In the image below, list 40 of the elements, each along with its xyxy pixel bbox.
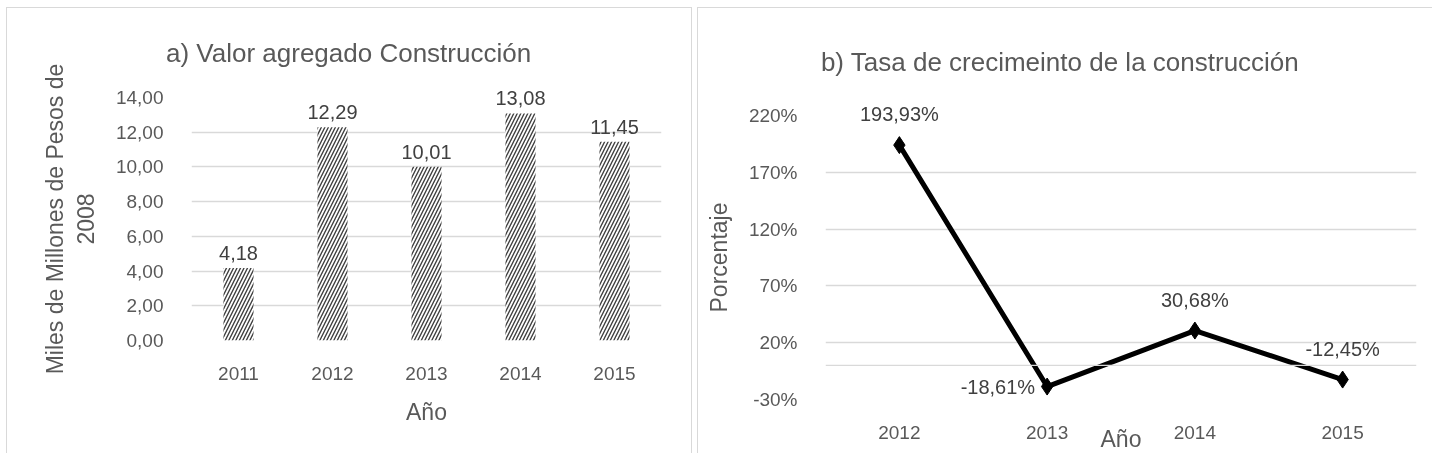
y-tick-label: 6,00 [126, 225, 164, 247]
data-label: -18,61% [960, 375, 1036, 398]
y-axis-title: Porcentaje [705, 202, 732, 313]
point [1040, 377, 1054, 396]
data-label: 12,29 [307, 101, 358, 124]
chart-title: a) Valor agregado Construcción [165, 38, 532, 68]
x-tick-label: 2014 [1173, 421, 1217, 443]
x-tick-label: 2014 [499, 362, 543, 384]
data-label: 13,08 [495, 87, 546, 110]
data-label: 10,01 [401, 140, 452, 163]
y-tick-label: -30% [753, 389, 798, 410]
point [1188, 321, 1202, 340]
y-tick-label: 20% [759, 332, 798, 354]
x-tick-label: 2013 [405, 362, 448, 384]
y-tick-label: 220% [748, 105, 798, 126]
y-tick-label: 8,00 [126, 191, 164, 213]
y-tick-label: 12,00 [115, 121, 164, 143]
y-tick-label: 14,00 [115, 87, 164, 108]
data-label: 11,45 [590, 115, 639, 138]
chart-title: b) Tasa de crecimeinto de la construcción [820, 47, 1299, 77]
y-axis-title: Miles de Millones de Pesos de 2008 [41, 63, 99, 375]
x-tick-label: 2015 [593, 362, 636, 384]
x-axis-title: Año [1100, 425, 1142, 452]
x-tick-label: 2011 [218, 362, 259, 384]
data-label: 4,18 [219, 241, 258, 264]
y-tick-label: 170% [748, 161, 798, 183]
x-tick-label: 2015 [1321, 421, 1364, 443]
y-tick-label: 4,00 [126, 260, 164, 282]
x-tick-label: 2013 [1025, 421, 1069, 443]
y-tick-label: 120% [748, 218, 798, 240]
x-axis-title: Año [406, 398, 447, 425]
data-label: 30,68% [1160, 288, 1230, 311]
data-label: -12,45% [1305, 337, 1381, 360]
y-tick-label: 10,00 [115, 156, 164, 178]
x-tick-label: 2012 [878, 421, 921, 443]
x-tick-label: 2012 [311, 362, 354, 384]
y-tick-label: 70% [759, 275, 798, 297]
data-label: 193,93% [859, 103, 940, 126]
y-tick-label: 2,00 [126, 295, 164, 317]
y-tick-label: 0,00 [126, 330, 164, 351]
